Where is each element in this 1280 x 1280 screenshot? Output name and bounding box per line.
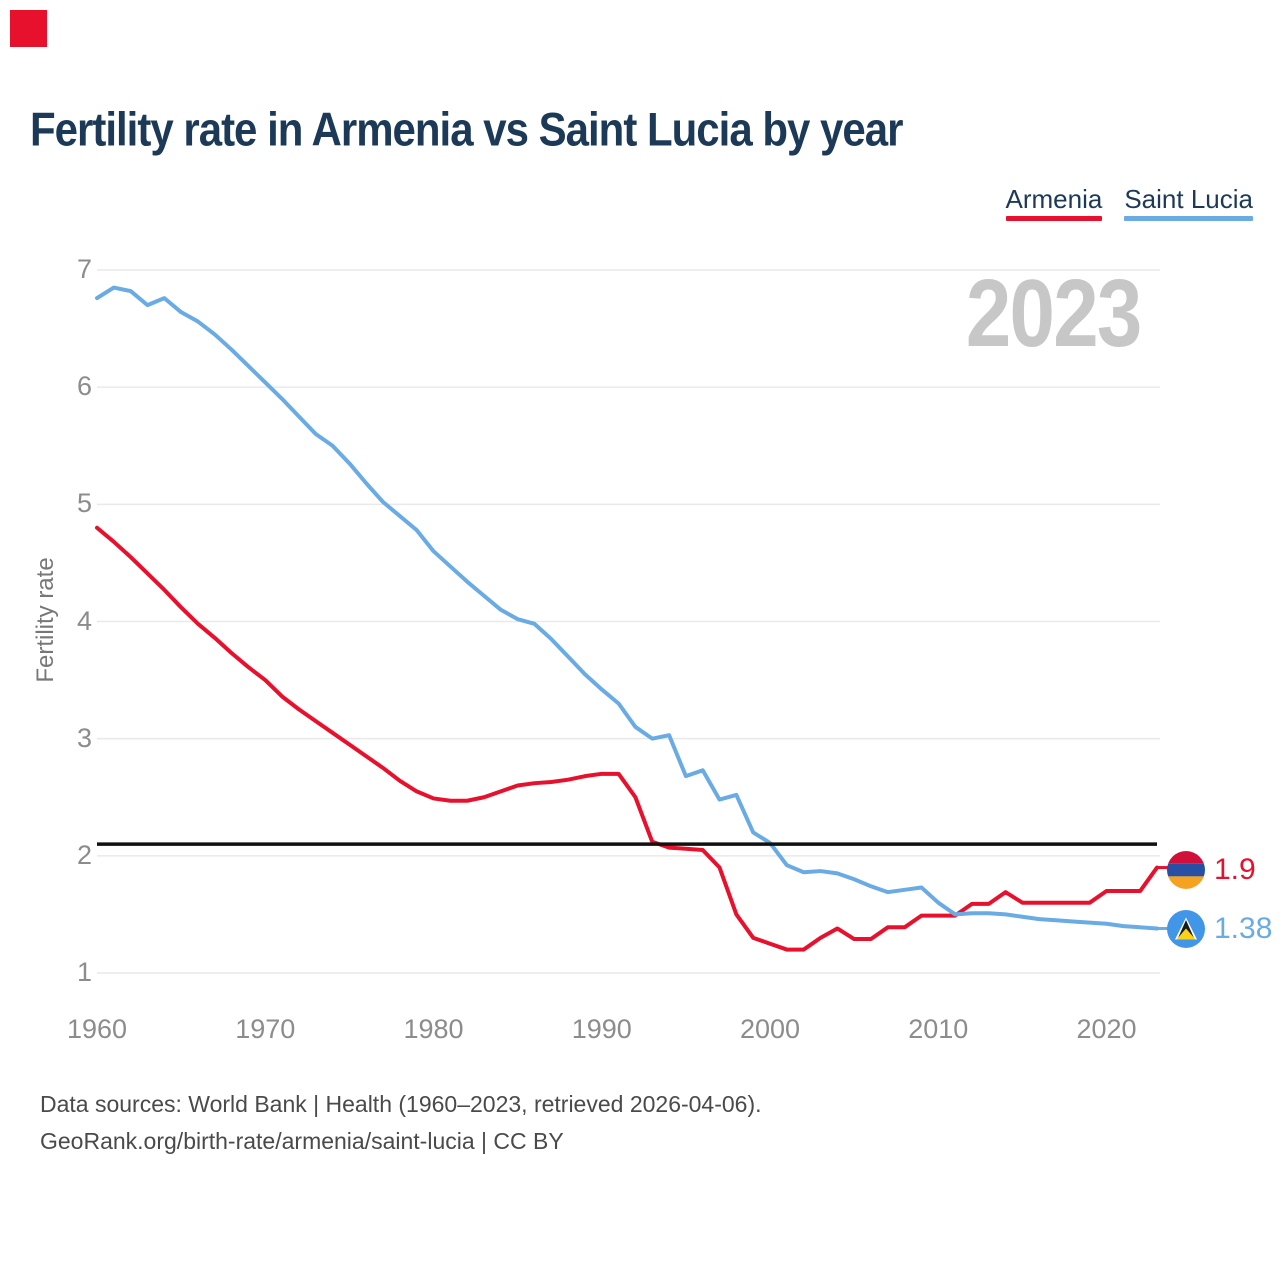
series-end-label-saint-lucia: 1.38 [1167,910,1272,948]
armenia-end-value: 1.9 [1214,853,1256,886]
x-tick-label: 2000 [739,1014,801,1044]
series-line-saint-lucia [95,285,1159,931]
x-tick-label: 1990 [571,1014,632,1044]
legend-label-armenia: Armenia [1005,184,1103,214]
y-tick-label: 7 [76,254,92,284]
x-tick-label: 2020 [1076,1014,1137,1044]
brand-logo [10,10,47,47]
legend-item-saint-lucia[interactable]: Saint Lucia [1124,185,1253,221]
series-line-armenia [95,525,1159,952]
x-tick-label: 1960 [66,1014,128,1044]
y-tick-label: 3 [76,722,92,753]
page-title: Fertility rate in Armenia vs Saint Lucia… [30,103,903,156]
legend-label-saint-lucia: Saint Lucia [1124,184,1253,214]
footer-attribution-line: GeoRank.org/birth-rate/armenia/saint-luc… [40,1128,564,1154]
y-tick-label: 1 [76,957,92,987]
y-tick-label: 2 [76,839,92,870]
footer-sources-line: Data sources: World Bank | Health (1960–… [40,1091,762,1117]
y-tick-label: 6 [76,371,92,402]
legend-underline-saint-lucia [1124,216,1253,221]
legend-item-armenia[interactable]: Armenia [1005,184,1103,221]
footer: Data sources: World Bank | Health (1960–… [40,1086,762,1160]
saint-lucia-end-value: 1.38 [1214,912,1273,945]
legend: Armenia Saint Lucia [1005,184,1253,221]
armenia-flag-icon [1167,851,1205,889]
series-end-label-armenia: 1.9 [1167,851,1256,889]
watermark-year: 2023 [966,260,1142,367]
legend-underline-armenia [1005,216,1103,221]
x-tick-label: 1980 [403,1014,464,1044]
y-tick-label: 5 [76,488,92,519]
x-tick-label: 2010 [908,1014,969,1044]
x-tick-label: 1970 [235,1014,296,1044]
y-tick-label: 4 [76,605,92,636]
saint-lucia-flag-icon [1167,910,1205,948]
